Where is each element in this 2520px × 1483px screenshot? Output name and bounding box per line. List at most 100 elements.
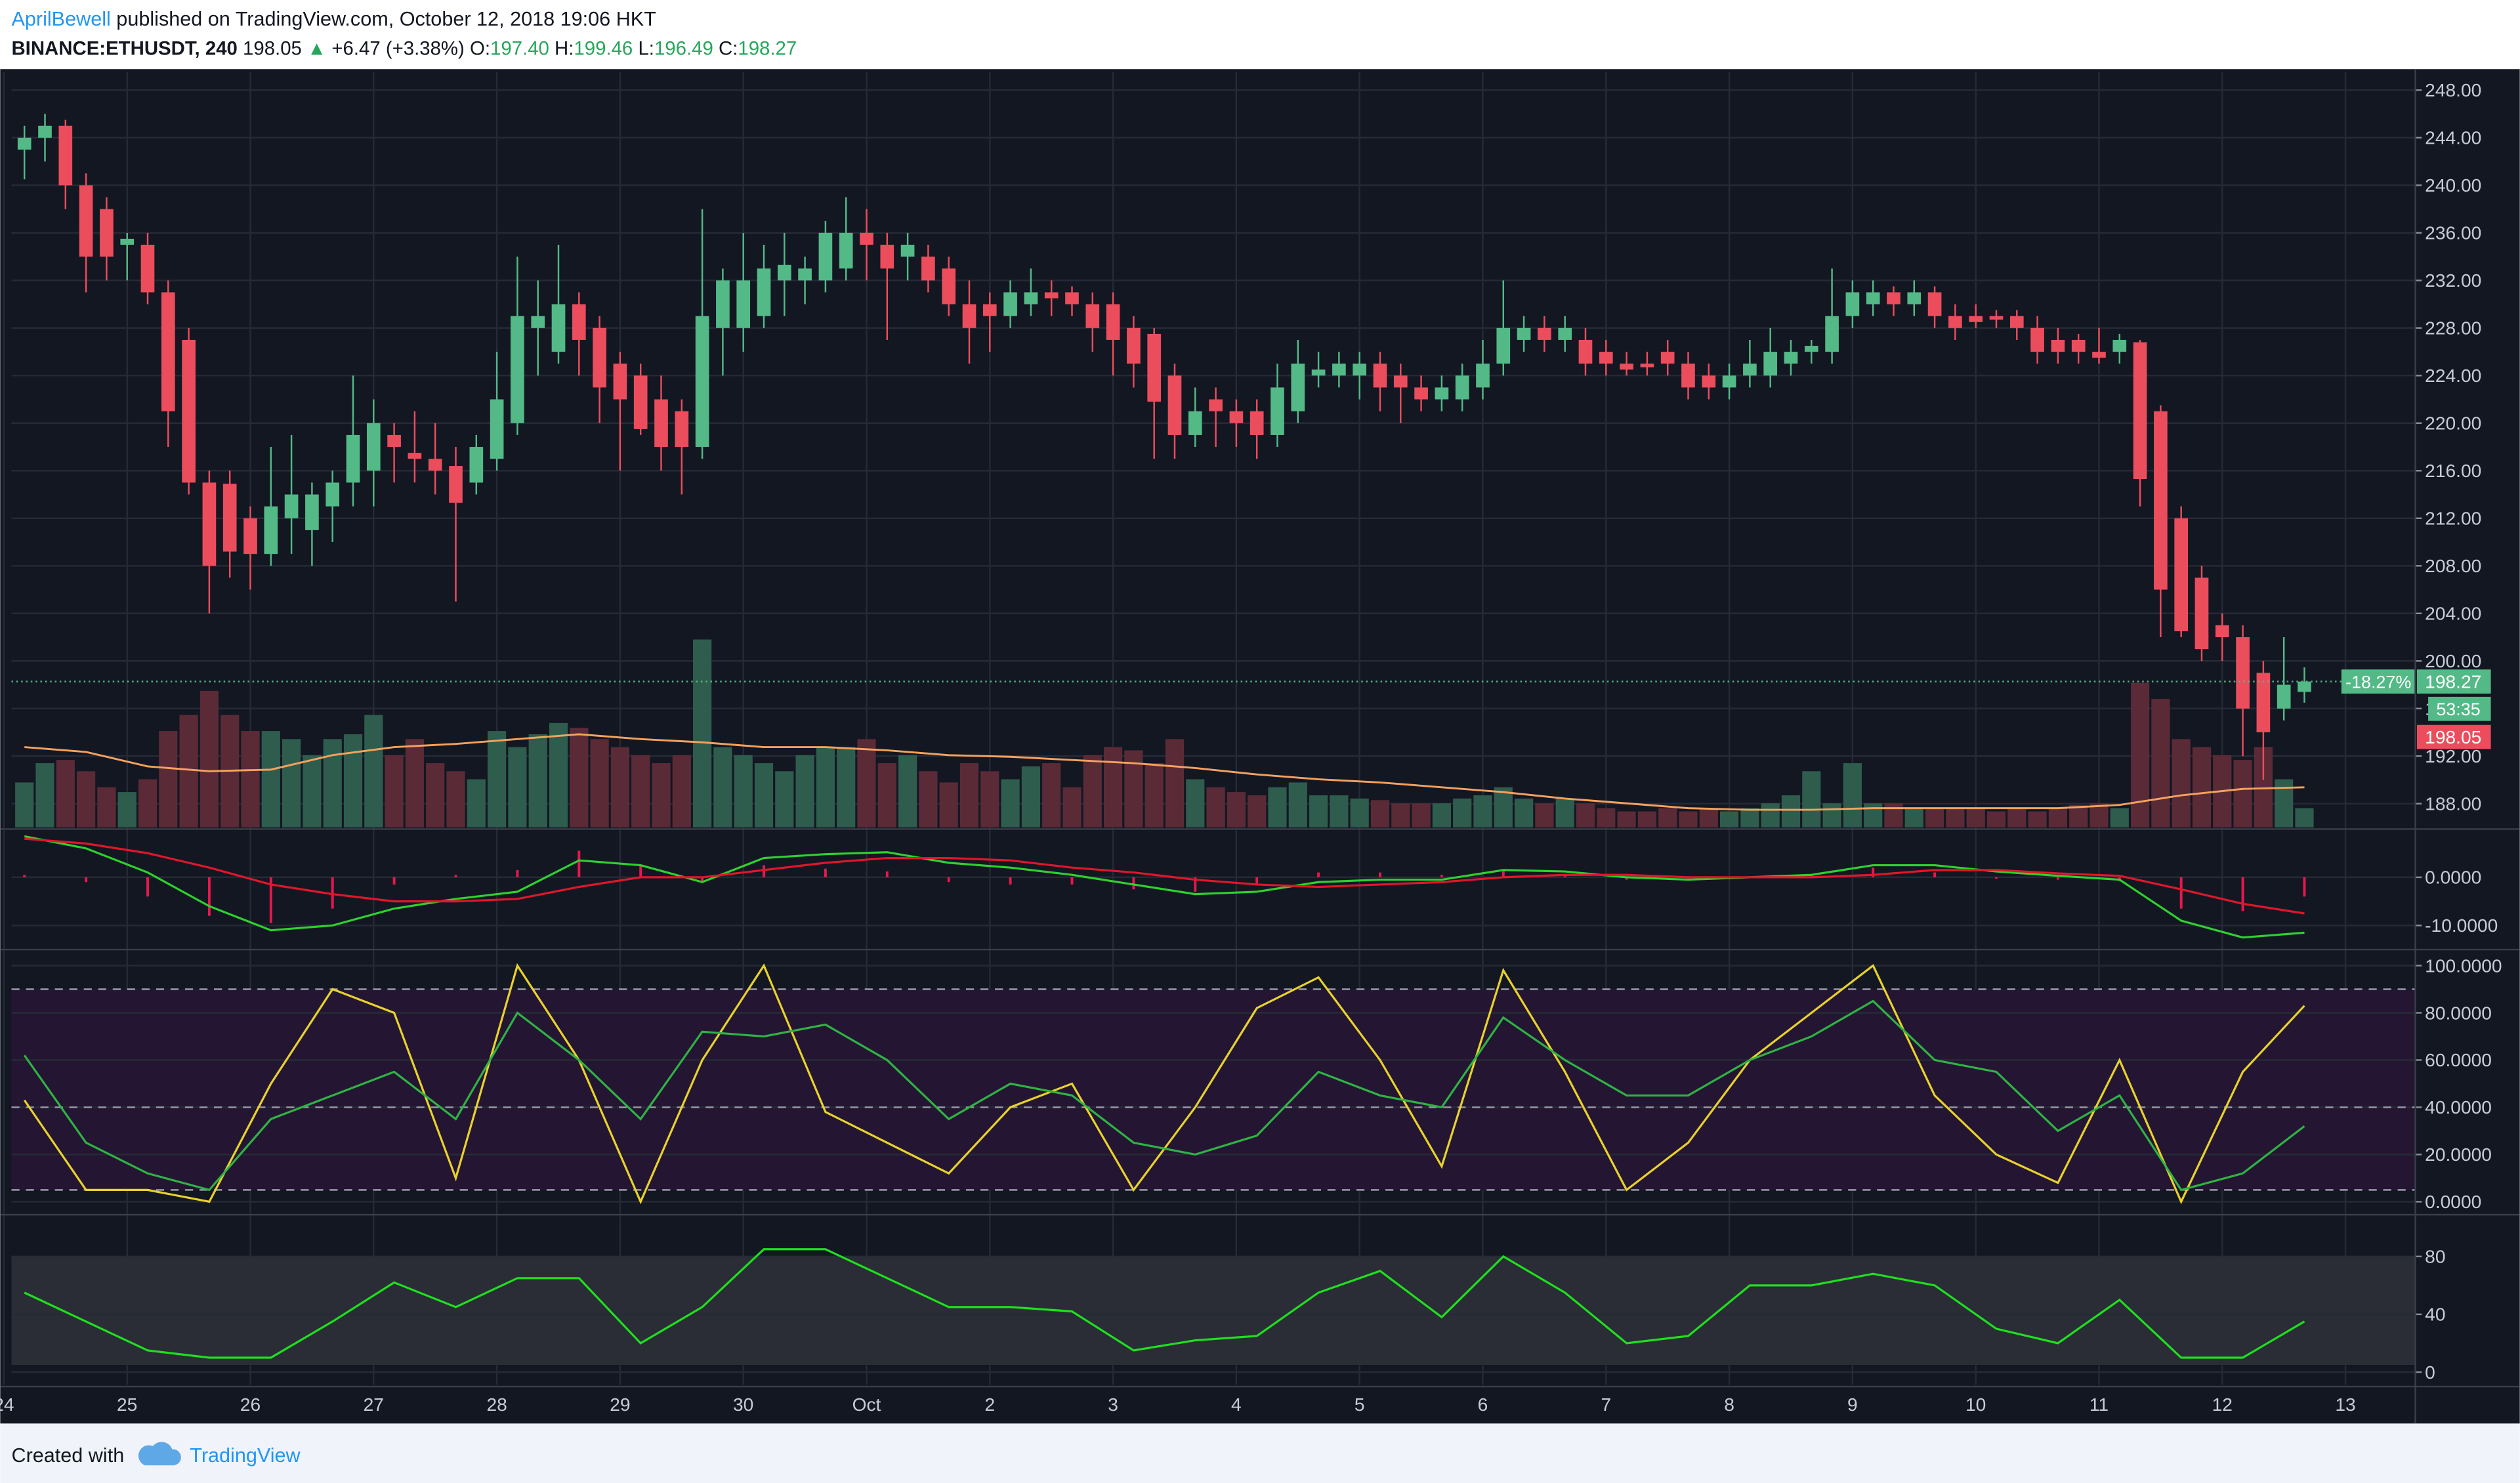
candle-body — [1702, 375, 1716, 388]
ohlc-value: 198.27 — [738, 37, 797, 59]
ohlc-value: 196.49 — [654, 37, 713, 59]
volume-bar — [795, 755, 814, 827]
x-tick-label: 29 — [610, 1394, 630, 1415]
y-tick-label: 228.00 — [2425, 318, 2481, 339]
candle-body — [2154, 411, 2168, 590]
histogram-bar — [1009, 877, 1012, 885]
brand-link[interactable]: TradingView — [190, 1444, 301, 1467]
volume-bar — [2090, 803, 2109, 827]
volume-bar — [1822, 803, 1841, 827]
y-tick-label: 40 — [2425, 1305, 2445, 1325]
volume-bar — [1206, 787, 1225, 827]
x-tick-label: 2 — [984, 1394, 995, 1415]
volume-bar — [939, 782, 958, 827]
candle-body — [1517, 327, 1531, 340]
candle-body — [1167, 375, 1182, 435]
candle-body — [1106, 304, 1120, 340]
volume-bar — [1391, 803, 1410, 827]
candle-body — [1989, 316, 2004, 320]
volume-bar — [980, 771, 999, 827]
volume-bar — [1370, 800, 1390, 827]
candle-body — [2009, 316, 2024, 328]
x-tick-label: 10 — [1965, 1394, 1986, 1415]
volume-bar — [672, 755, 691, 827]
candle-body — [2051, 339, 2065, 352]
candle-body — [1229, 411, 1244, 423]
volume-bar — [549, 722, 568, 827]
candle-body — [202, 482, 217, 566]
volume-bar — [2069, 804, 2088, 827]
volume-bar — [1104, 747, 1123, 827]
candle-body — [1845, 292, 1860, 316]
author[interactable]: AprilBewell — [11, 8, 110, 30]
volume-bar — [2110, 808, 2129, 827]
volume-bar — [1227, 792, 1246, 827]
y-tick-label: 80 — [2425, 1247, 2445, 1267]
volume-bar — [1843, 763, 1862, 827]
volume-bar — [1555, 798, 1574, 827]
candle-body — [120, 238, 135, 245]
candle-body — [1558, 327, 1572, 340]
histogram-bar — [1933, 872, 1937, 877]
candle-body — [2133, 342, 2147, 479]
y-tick-label: 236.00 — [2425, 223, 2481, 243]
y-tick-label: 212.00 — [2425, 509, 2481, 529]
change-tag — [2341, 669, 2416, 694]
y-tick-label: 220.00 — [2425, 413, 2481, 434]
histogram-bar — [1440, 875, 1443, 877]
x-tick-label: 4 — [1231, 1394, 1242, 1415]
volume-bar — [1699, 808, 1718, 827]
volume-bar — [1576, 803, 1595, 827]
ohlc-label: L: — [638, 37, 654, 59]
volume-bar — [713, 747, 732, 827]
candle-body — [1127, 327, 1141, 364]
histogram-bar — [516, 869, 519, 877]
candle-body — [2092, 352, 2106, 358]
x-tick-label: 6 — [1478, 1394, 1488, 1415]
volume-bar — [241, 731, 260, 827]
volume-bar — [56, 760, 75, 827]
volume-bar — [1021, 766, 1040, 827]
candle-body — [1681, 364, 1695, 388]
candle-body — [264, 506, 278, 554]
candle-body — [1743, 364, 1757, 376]
candle-body — [100, 209, 114, 257]
candle-body — [921, 257, 935, 281]
volume-bar — [117, 792, 136, 827]
histogram-bar — [2179, 877, 2183, 909]
histogram-bar — [1625, 877, 1628, 880]
volume-bar — [816, 747, 835, 827]
candle-body — [1927, 292, 1942, 316]
candle-body — [531, 316, 545, 328]
candle-body — [1414, 387, 1428, 400]
footer-text: Created with — [11, 1444, 124, 1467]
candle-body — [1907, 292, 1922, 304]
x-tick-label: Oct — [852, 1394, 881, 1415]
candle-body — [942, 268, 956, 304]
candle-body — [2236, 637, 2250, 709]
volume-bar — [15, 782, 34, 827]
candle-body — [1476, 364, 1490, 388]
candle-body — [1763, 352, 1778, 376]
symbol-line: BINANCE:ETHUSDT, 240 198.05 ▲ +6.47 (+3.… — [11, 37, 797, 59]
candle-body — [1538, 327, 1551, 340]
candle-body — [593, 327, 606, 388]
volume-bar — [323, 739, 342, 827]
x-tick-label: 27 — [364, 1394, 384, 1415]
histogram-bar — [1872, 867, 1875, 877]
volume-bar — [1679, 811, 1698, 827]
candle-body — [284, 494, 299, 518]
y-tick-label: 248.00 — [2425, 80, 2481, 100]
volume-bar — [2048, 808, 2067, 827]
brand-logo[interactable] — [138, 1442, 181, 1466]
volume-bar — [610, 747, 629, 827]
volume-bar — [1515, 798, 1534, 827]
change-label: -18.27% — [2345, 672, 2411, 692]
volume-bar — [2192, 747, 2212, 827]
volume-bar — [1494, 787, 1513, 827]
candle-body — [798, 268, 812, 281]
candle-body — [1291, 364, 1305, 411]
volume-bar — [35, 763, 54, 827]
candle-body — [1722, 375, 1736, 388]
volume-bar — [1884, 803, 1903, 827]
